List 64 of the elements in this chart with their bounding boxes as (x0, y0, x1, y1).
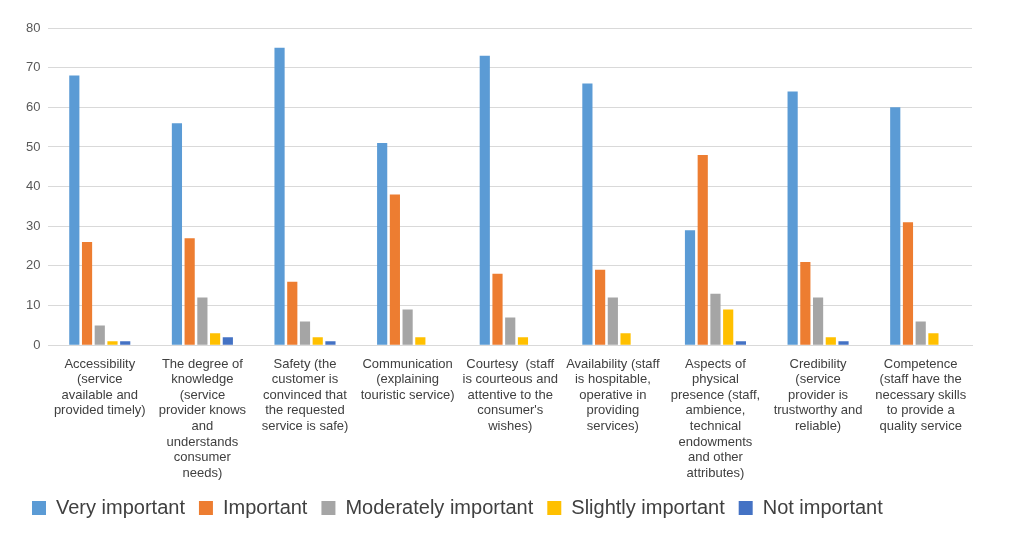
legend-label: Very important (56, 495, 186, 518)
legend-label: Important (222, 495, 308, 518)
x-tick-label: Courtesy (staff is courteous and attentive to the consumer's wishes) (462, 355, 558, 433)
bar (890, 107, 901, 345)
bar (389, 194, 400, 345)
y-tick-label: 80 (25, 19, 41, 35)
bar (787, 91, 798, 345)
y-tick-label: 20 (25, 257, 41, 273)
bar (274, 47, 285, 345)
x-tick-label: Credibility (service provider is trustworthy and reliable) (773, 355, 863, 433)
bar (107, 341, 118, 345)
bar (325, 341, 336, 345)
bar (684, 230, 696, 345)
bar (210, 333, 221, 345)
bar (825, 337, 836, 345)
bar (377, 142, 388, 345)
x-tick-label: Availability (staff is hospitable, operative in providing services) (566, 355, 660, 433)
bar (595, 269, 606, 345)
bar (197, 297, 208, 345)
bar (582, 83, 593, 345)
y-tick-label: 50 (25, 138, 41, 154)
x-tick-label: Competence (staff have the necessary skills to provide a quality service (875, 355, 967, 433)
y-tick-label: 70 (25, 59, 41, 75)
bar (812, 297, 824, 345)
bar (607, 297, 618, 345)
legend-label: Not important (762, 495, 884, 518)
x-tick-label: Communication (explaining touristic service) (360, 355, 455, 402)
y-tick-label: 10 (25, 297, 41, 313)
y-tick-label: 30 (25, 217, 41, 233)
x-tick-label: Safety (the customer is convinced that the requested service is safe) (261, 355, 349, 433)
bar (492, 273, 503, 345)
y-tick-label: 0 (33, 336, 41, 352)
y-tick-label: 40 (25, 178, 41, 194)
x-tick-label: Aspects of physical presence (staff, ambience, technical endowments and other attributes) (670, 355, 761, 480)
bar (287, 281, 298, 345)
bar (800, 261, 811, 345)
bar (710, 293, 721, 345)
bar (928, 333, 939, 345)
legend-label: Moderately important (345, 495, 534, 518)
bar (902, 222, 914, 345)
bar (479, 55, 490, 345)
bar (312, 337, 323, 345)
bar (120, 341, 131, 345)
bar (402, 309, 413, 345)
bar (222, 337, 233, 345)
y-tick-label: 60 (25, 98, 41, 114)
bar (299, 321, 311, 345)
bar (184, 238, 195, 345)
bar (735, 341, 746, 345)
bar (620, 333, 631, 345)
bar (723, 309, 734, 345)
bar (171, 123, 183, 345)
bar (94, 325, 105, 345)
bar (915, 321, 926, 345)
bar (505, 317, 516, 345)
bar (838, 341, 849, 345)
bar (517, 337, 529, 345)
legend-label: Slightly important (571, 495, 726, 518)
bar (697, 154, 708, 345)
bar (81, 242, 93, 345)
x-tick-label: Accessibility (service available and provided timely) (53, 355, 146, 418)
x-tick-label: The degree of knowledge (service provider knows and understands consumer needs) (158, 355, 247, 480)
bar (415, 337, 426, 345)
bar (69, 75, 80, 345)
